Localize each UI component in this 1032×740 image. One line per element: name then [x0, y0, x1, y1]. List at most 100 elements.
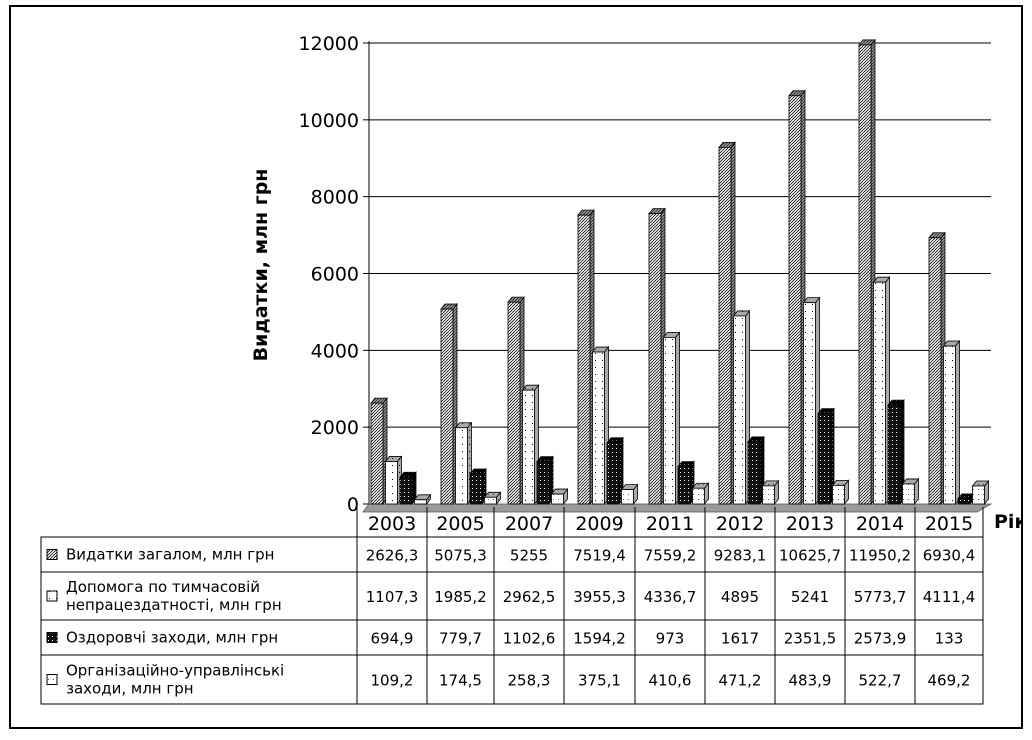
data-label: 4111,4: [923, 588, 976, 606]
bar-2011-s4: [691, 482, 710, 506]
x-tick-label: 2012: [716, 513, 764, 535]
bar-2005-s1: [440, 302, 458, 506]
bar-2011-s3: [677, 460, 695, 506]
data-label: 7559,2: [644, 547, 697, 565]
data-label: 483,9: [789, 672, 832, 690]
data-label: 779,7: [439, 630, 482, 648]
data-table: 2003 2005 2007 2009 2011 2012 2013 2014 2015 Вида…: [40, 507, 984, 705]
bar-front: [592, 351, 605, 505]
data-label: 3955,3: [573, 588, 626, 606]
data-label: 375,1: [578, 672, 621, 690]
y-tick-label: 12000: [299, 33, 359, 55]
x-tick-label: 2009: [575, 513, 623, 535]
row-label-line: заходи, млн грн: [66, 680, 194, 698]
bar-2015-s1: [928, 231, 946, 506]
bar-front: [747, 441, 761, 505]
data-label: 5241: [791, 588, 829, 606]
bar-2014-s1: [858, 38, 876, 506]
data-label: 2573,9: [854, 630, 907, 648]
data-label: 1594,2: [573, 630, 626, 648]
row-label-line: Організаційно-управлінські: [66, 662, 284, 680]
data-label: 2351,5: [784, 630, 837, 648]
bar-front: [928, 237, 942, 505]
floor-plane: [362, 503, 993, 513]
bar-2012-s1: [718, 141, 736, 506]
bar-2005-s2: [454, 421, 473, 506]
bar-2011-s2: [662, 331, 681, 506]
row-label: Видатки загалом, млн грн: [66, 546, 274, 564]
bar-2009-s2: [591, 345, 610, 506]
bar-2013-s1: [788, 89, 806, 506]
row-label-line: Допомога по тимчасовій: [66, 578, 260, 596]
bar-2005-s3: [469, 467, 487, 506]
y-tick-label: 2000: [311, 417, 359, 439]
bar-2003-s2: [384, 455, 403, 506]
data-label: 469,2: [928, 672, 971, 690]
bars: [370, 38, 990, 506]
data-label: 109,2: [371, 672, 414, 690]
legend-key-s2: [46, 590, 58, 602]
bar-2011-s1: [648, 207, 666, 506]
x-tick-label: 2003: [368, 513, 416, 535]
legend-key-s1: [46, 549, 58, 560]
data-label: 10625,7: [779, 547, 841, 565]
bar-2005-s4: [483, 491, 502, 506]
bar-front: [873, 281, 886, 505]
bar-front: [577, 214, 591, 505]
data-label: 1102,6: [503, 630, 556, 648]
bar-2009-s4: [620, 483, 639, 506]
bar-front: [663, 336, 676, 505]
data-label: 4336,7: [644, 588, 697, 606]
x-tick-label: 2013: [786, 513, 834, 535]
y-tick-label: 8000: [311, 187, 359, 209]
x-axis-title: Рік: [994, 511, 1021, 533]
bar-2012-s3: [747, 435, 765, 506]
data-label: 6930,4: [923, 547, 976, 565]
bar-front: [788, 95, 802, 505]
bar-front: [484, 496, 497, 505]
data-label: 11950,2: [849, 547, 911, 565]
data-label: 471,2: [719, 672, 762, 690]
bar-2007-s4: [550, 487, 569, 506]
bar-2007-s2: [521, 384, 540, 506]
data-label: 522,7: [859, 672, 902, 690]
chart-floor: [362, 503, 993, 513]
bar-front: [858, 44, 872, 505]
bar-2003-s4: [413, 493, 432, 506]
bar-2009-s1: [577, 208, 595, 506]
bar-front: [733, 315, 746, 505]
x-tick-label: 2007: [505, 513, 553, 535]
bar-2013-s3: [817, 407, 835, 506]
bar-2003-s3: [399, 471, 417, 506]
bar-front: [621, 489, 634, 505]
bar-front: [692, 487, 705, 505]
data-label: 1617: [721, 630, 759, 648]
chart-svg: 0 2000 4000 6000 8000 10000 12000 Видатки, млн…: [40, 33, 1021, 705]
bar-2013-s4: [831, 479, 850, 506]
data-label: 1985,2: [434, 588, 487, 606]
y-axis-title: Видатки, млн грн: [250, 169, 272, 362]
x-tick-label: 2005: [436, 513, 484, 535]
x-tick-label: 2014: [856, 513, 904, 535]
bar-front: [414, 499, 427, 505]
bar-2015-s4: [971, 479, 990, 506]
y-tick-label: 4000: [311, 340, 359, 362]
data-label: 5075,3: [434, 547, 487, 565]
data-label: 4895: [721, 588, 759, 606]
x-tick-label: 2011: [646, 513, 694, 535]
bar-front: [832, 485, 845, 505]
bar-front: [522, 389, 535, 505]
bar-front: [370, 402, 384, 505]
bar-2015-s2: [942, 339, 961, 506]
bar-front: [536, 461, 550, 505]
bar-front: [803, 302, 816, 505]
legend-key-s3: [46, 632, 58, 643]
x-tick-label: 2015: [925, 513, 973, 535]
bar-front: [677, 466, 691, 505]
data-label: 2626,3: [366, 547, 419, 565]
bar-2013-s2: [802, 296, 821, 506]
bar-front: [817, 413, 831, 505]
y-tick-label: 10000: [299, 110, 359, 132]
bar-2012-s2: [732, 309, 751, 506]
data-label: 5773,7: [854, 588, 907, 606]
